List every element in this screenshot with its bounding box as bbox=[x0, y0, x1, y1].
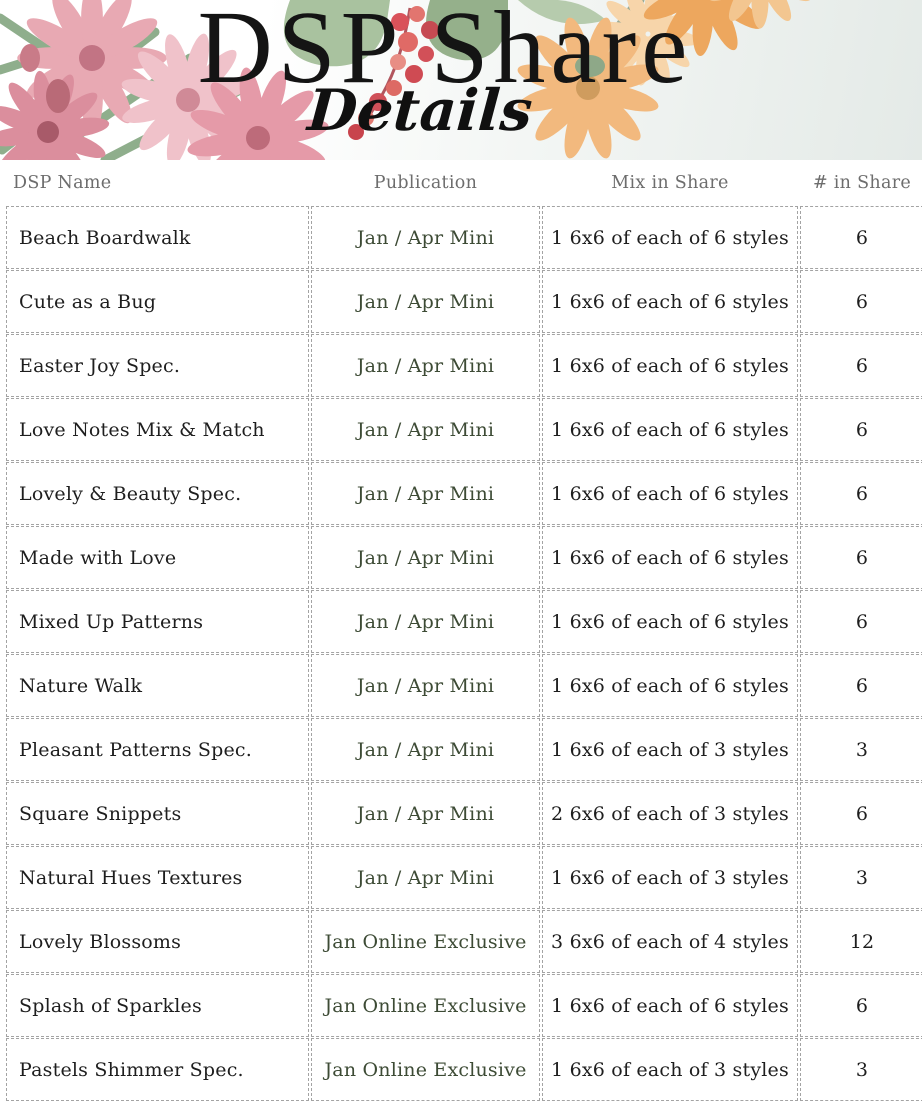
publication-cell: Jan / Apr Mini bbox=[311, 590, 540, 653]
count-in-share-cell: 12 bbox=[800, 910, 922, 973]
column-header-publication: Publication bbox=[373, 173, 478, 193]
mix-in-share-cell: 1 6x6 of each of 3 styles bbox=[542, 1038, 798, 1101]
column-header-num-in-share: # in Share bbox=[812, 173, 912, 193]
dsp-name-cell: Beach Boardwalk bbox=[6, 206, 309, 269]
floral-banner-art bbox=[0, 0, 819, 160]
table-row: Easter Joy Spec. Jan / Apr Mini 1 6x6 of… bbox=[6, 334, 922, 397]
table-row: Love Notes Mix & Match Jan / Apr Mini 1 … bbox=[6, 398, 922, 461]
table-row: Beach Boardwalk Jan / Apr Mini 1 6x6 of … bbox=[6, 206, 922, 269]
dsp-name-cell: Nature Walk bbox=[6, 654, 309, 717]
table-row: Splash of Sparkles Jan Online Exclusive … bbox=[6, 974, 922, 1037]
publication-cell: Jan / Apr Mini bbox=[311, 718, 540, 781]
table-row: Nature Walk Jan / Apr Mini 1 6x6 of each… bbox=[6, 654, 922, 717]
mix-in-share-cell: 2 6x6 of each of 3 styles bbox=[542, 782, 798, 845]
publication-cell: Jan Online Exclusive bbox=[311, 910, 540, 973]
column-header-mix-in-share: Mix in Share bbox=[611, 173, 729, 193]
count-in-share-cell: 6 bbox=[800, 590, 922, 653]
publication-cell: Jan / Apr Mini bbox=[311, 782, 540, 845]
mix-in-share-cell: 1 6x6 of each of 3 styles bbox=[542, 846, 798, 909]
table-row: Mixed Up Patterns Jan / Apr Mini 1 6x6 o… bbox=[6, 590, 922, 653]
publication-cell: Jan / Apr Mini bbox=[311, 462, 540, 525]
mix-in-share-cell: 1 6x6 of each of 6 styles bbox=[542, 654, 798, 717]
dsp-name-cell: Cute as a Bug bbox=[6, 270, 309, 333]
dsp-name-cell: Square Snippets bbox=[6, 782, 309, 845]
dsp-name-cell: Easter Joy Spec. bbox=[6, 334, 309, 397]
count-in-share-cell: 6 bbox=[800, 270, 922, 333]
count-in-share-cell: 3 bbox=[800, 1038, 922, 1101]
count-in-share-cell: 6 bbox=[800, 526, 922, 589]
publication-cell: Jan Online Exclusive bbox=[311, 974, 540, 1037]
table-body: Beach Boardwalk Jan / Apr Mini 1 6x6 of … bbox=[6, 206, 922, 1101]
publication-cell: Jan / Apr Mini bbox=[311, 398, 540, 461]
mix-in-share-cell: 1 6x6 of each of 6 styles bbox=[542, 526, 798, 589]
mix-in-share-cell: 1 6x6 of each of 6 styles bbox=[542, 974, 798, 1037]
header-banner: DSP Share Details bbox=[0, 0, 922, 160]
mix-in-share-cell: 3 6x6 of each of 4 styles bbox=[542, 910, 798, 973]
publication-cell: Jan / Apr Mini bbox=[311, 846, 540, 909]
table-row: Cute as a Bug Jan / Apr Mini 1 6x6 of ea… bbox=[6, 270, 922, 333]
dsp-name-cell: Pastels Shimmer Spec. bbox=[6, 1038, 309, 1101]
table-header-row: DSP Name Publication Mix in Share # in S… bbox=[6, 160, 920, 206]
publication-cell: Jan Online Exclusive bbox=[311, 1038, 540, 1101]
dsp-name-cell: Made with Love bbox=[6, 526, 309, 589]
mix-in-share-cell: 1 6x6 of each of 6 styles bbox=[542, 206, 798, 269]
dsp-name-cell: Lovely Blossoms bbox=[6, 910, 309, 973]
table-row: Square Snippets Jan / Apr Mini 2 6x6 of … bbox=[6, 782, 922, 845]
mix-in-share-cell: 1 6x6 of each of 3 styles bbox=[542, 718, 798, 781]
count-in-share-cell: 6 bbox=[800, 206, 922, 269]
publication-cell: Jan / Apr Mini bbox=[311, 270, 540, 333]
dsp-name-cell: Lovely & Beauty Spec. bbox=[6, 462, 309, 525]
count-in-share-cell: 3 bbox=[800, 846, 922, 909]
table-row: Pleasant Patterns Spec. Jan / Apr Mini 1… bbox=[6, 718, 922, 781]
mix-in-share-cell: 1 6x6 of each of 6 styles bbox=[542, 590, 798, 653]
dsp-name-cell: Love Notes Mix & Match bbox=[6, 398, 309, 461]
publication-cell: Jan / Apr Mini bbox=[311, 334, 540, 397]
count-in-share-cell: 6 bbox=[800, 782, 922, 845]
count-in-share-cell: 6 bbox=[800, 398, 922, 461]
mix-in-share-cell: 1 6x6 of each of 6 styles bbox=[542, 398, 798, 461]
table-row: Lovely Blossoms Jan Online Exclusive 3 6… bbox=[6, 910, 922, 973]
publication-cell: Jan / Apr Mini bbox=[311, 654, 540, 717]
mix-in-share-cell: 1 6x6 of each of 6 styles bbox=[542, 270, 798, 333]
publication-cell: Jan / Apr Mini bbox=[311, 206, 540, 269]
table-row: Lovely & Beauty Spec. Jan / Apr Mini 1 6… bbox=[6, 462, 922, 525]
dsp-name-cell: Pleasant Patterns Spec. bbox=[6, 718, 309, 781]
count-in-share-cell: 6 bbox=[800, 974, 922, 1037]
dsp-name-cell: Natural Hues Textures bbox=[6, 846, 309, 909]
orange-flowers-illustration bbox=[498, 0, 819, 160]
count-in-share-cell: 6 bbox=[800, 654, 922, 717]
table-row: Natural Hues Textures Jan / Apr Mini 1 6… bbox=[6, 846, 922, 909]
dsp-name-cell: Mixed Up Patterns bbox=[6, 590, 309, 653]
red-berries-illustration bbox=[348, 6, 439, 140]
table-row: Pastels Shimmer Spec. Jan Online Exclusi… bbox=[6, 1038, 922, 1101]
count-in-share-cell: 6 bbox=[800, 462, 922, 525]
table-row: Made with Love Jan / Apr Mini 1 6x6 of e… bbox=[6, 526, 922, 589]
column-header-dsp-name: DSP Name bbox=[13, 173, 112, 193]
count-in-share-cell: 3 bbox=[800, 718, 922, 781]
publication-cell: Jan / Apr Mini bbox=[311, 526, 540, 589]
count-in-share-cell: 6 bbox=[800, 334, 922, 397]
mix-in-share-cell: 1 6x6 of each of 6 styles bbox=[542, 334, 798, 397]
pink-flowers-illustration bbox=[0, 0, 341, 160]
mix-in-share-cell: 1 6x6 of each of 6 styles bbox=[542, 462, 798, 525]
dsp-name-cell: Splash of Sparkles bbox=[6, 974, 309, 1037]
